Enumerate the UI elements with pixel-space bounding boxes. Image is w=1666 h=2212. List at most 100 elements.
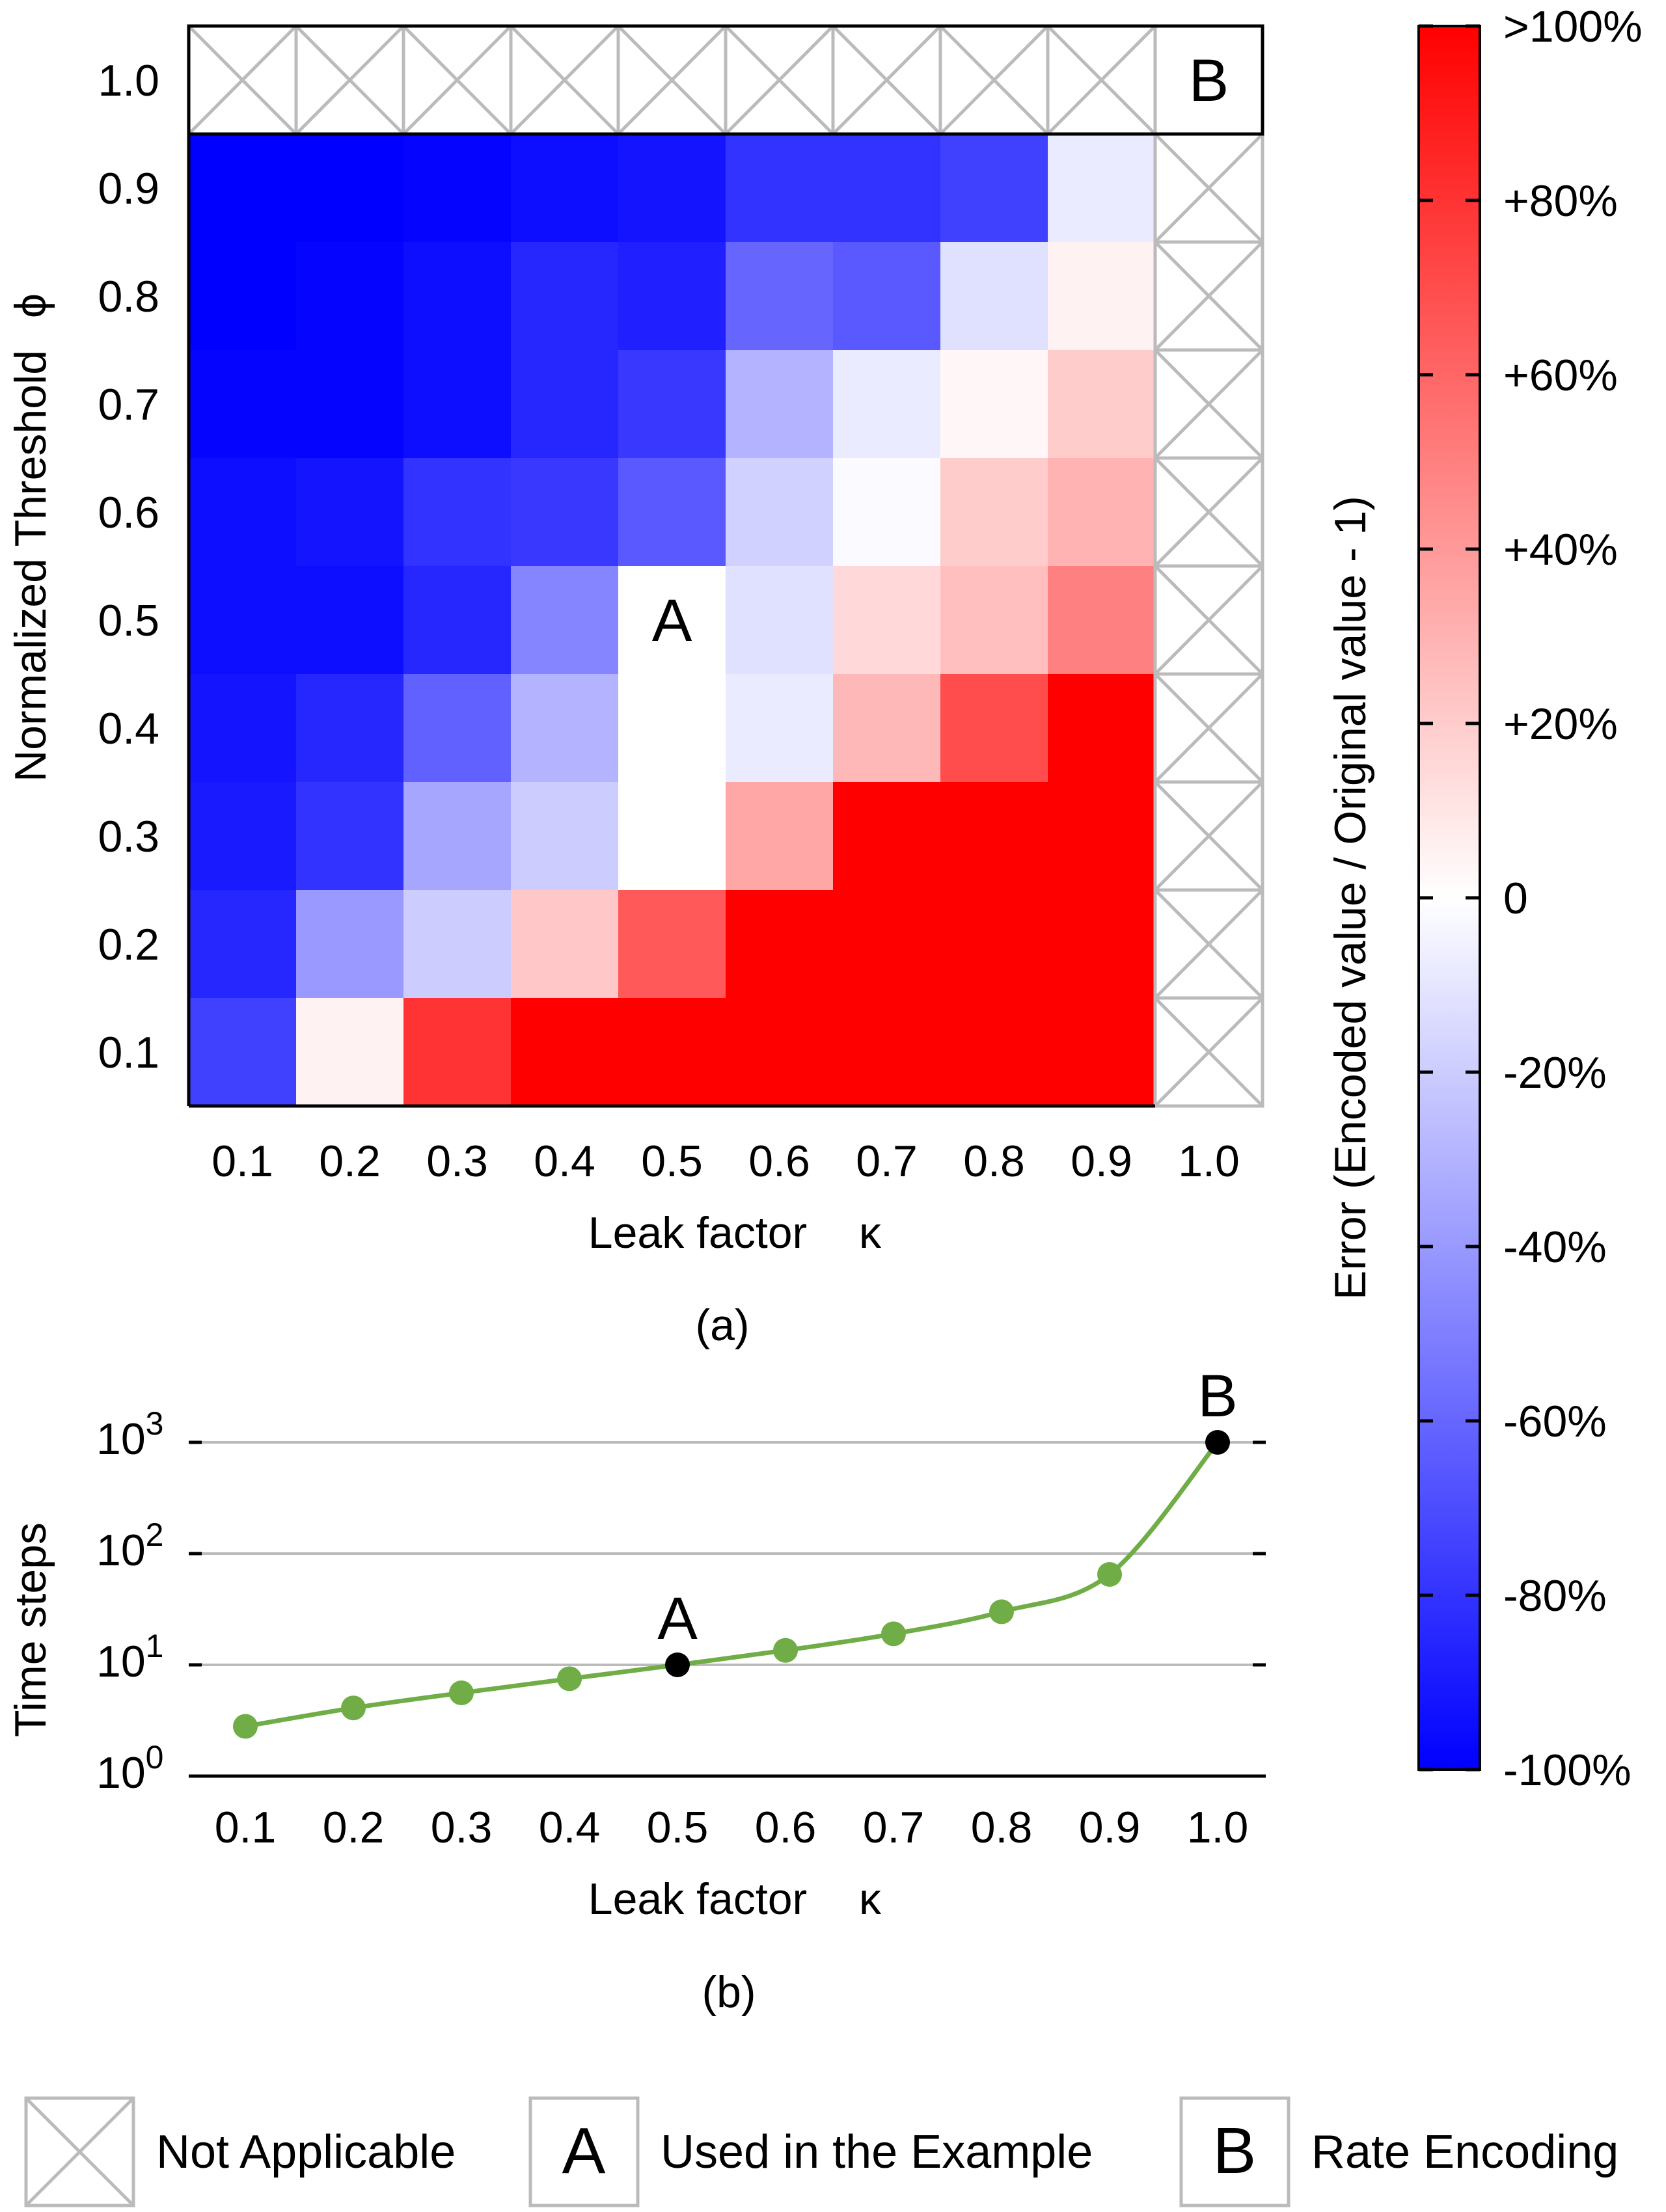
na-cross-line: [1154, 457, 1264, 567]
line-chart-x-tick: 0.6: [755, 1803, 817, 1852]
heatmap-cell: [726, 890, 834, 999]
heatmap-y-tick: 0.2: [98, 920, 159, 969]
heatmap-y-tick: 0.6: [98, 488, 159, 537]
heatmap-cell: [511, 674, 619, 783]
heatmap-x-tick: 0.2: [319, 1137, 381, 1186]
line-chart-y-tick: 103: [96, 1405, 163, 1464]
legend-b-box: [1179, 2096, 1290, 2207]
colorbar-tick-label: -100%: [1503, 1746, 1632, 1795]
heatmap-cell: [403, 350, 512, 459]
na-cross-line: [1154, 673, 1264, 783]
heatmap-cell: [726, 458, 834, 567]
line-chart-x-tick: 0.7: [863, 1803, 925, 1852]
line-chart-y-tick: 101: [96, 1628, 163, 1686]
heatmap-cell: [189, 242, 297, 351]
heatmap-cell-label-a: A: [652, 587, 692, 654]
colorbar-ticks: >100% +80% +60% +40% +20% 0 -20% -40% -60% -80% -1…: [1419, 2, 1643, 1795]
na-cross-line: [1154, 997, 1264, 1107]
heatmap-y-tick: 0.5: [98, 596, 159, 645]
line-chart-x-tick: 0.5: [647, 1803, 709, 1852]
heatmap-cell: [940, 350, 1048, 459]
heatmap-x-tick: 0.9: [1071, 1137, 1132, 1186]
heatmap-cell: [726, 674, 834, 783]
na-cross-line: [939, 25, 1049, 135]
heatmap-cell: [940, 566, 1048, 675]
line-chart-marker: [881, 1621, 906, 1647]
heatmap-x-tick: 0.4: [534, 1137, 595, 1186]
heatmap-cell: [940, 674, 1048, 783]
y-tick-base: 10: [96, 1748, 146, 1798]
line-chart-y-tick: 102: [96, 1517, 163, 1575]
line-chart-x-tick: 0.1: [215, 1803, 277, 1852]
line-chart-x-axis-label: Leak factor: [588, 1874, 807, 1924]
heatmap-caption: (a): [695, 1301, 749, 1350]
heatmap-cell: [1048, 890, 1156, 999]
heatmap-y-tick: 0.3: [98, 812, 159, 861]
heatmap-chart: BA 1.00.90.80.70.60.50.40.30.20.1 0.1 0.2…: [6, 24, 1264, 1350]
heatmap-y-tick-labels: 1.0 0.9 0.8 0.7 0.6 0.5 0.4 0.3 0.2 0.1: [98, 56, 159, 1077]
heatmap-cell: [618, 242, 726, 351]
heatmap-x-tick: 0.6: [748, 1137, 810, 1186]
heatmap-cell: [833, 566, 941, 675]
line-chart-x-tick: 0.9: [1079, 1803, 1141, 1852]
heatmap-cell: [189, 890, 297, 999]
heatmap-cell: [296, 458, 404, 567]
heatmap-x-tick-labels: 0.1 0.2 0.3 0.4 0.5 0.6 0.7 0.8 0.9 1.0: [212, 1137, 1240, 1186]
heatmap-cell: [618, 890, 726, 999]
heatmap-x-tick: 0.7: [856, 1137, 918, 1186]
legend-label-not-applicable: Not Applicable: [156, 2126, 456, 2178]
heatmap-cell: [940, 134, 1048, 243]
colorbar-tick-label: +20%: [1503, 699, 1618, 749]
heatmap-cell: [726, 782, 834, 891]
legend-item-b: B Rate Encoding: [1179, 2096, 1618, 2207]
line-chart-marker-label: A: [657, 1585, 698, 1652]
y-tick-exponent: 3: [146, 1405, 164, 1442]
heatmap-cell: [511, 134, 619, 243]
heatmap-cell: [296, 890, 404, 999]
heatmap-x-tick: 0.5: [641, 1137, 703, 1186]
legend-b-symbol: B: [1213, 2114, 1257, 2187]
heatmap-cell: [511, 242, 619, 351]
na-cross-line: [1046, 25, 1156, 135]
heatmap-cell: [618, 134, 726, 243]
line-chart-marker: [773, 1638, 798, 1663]
colorbar-tick-label: >100%: [1503, 2, 1643, 51]
heatmap-cell: [618, 998, 726, 1107]
colorbar-tick-label: 0: [1503, 874, 1528, 923]
line-chart-marker: [233, 1714, 258, 1739]
heatmap-cell: [189, 998, 297, 1107]
heatmap-x-tick: 0.1: [212, 1137, 273, 1186]
line-chart-caption: (b): [702, 1967, 756, 2017]
heatmap-cell: [403, 674, 512, 783]
heatmap-x-axis-symbol: κ: [859, 1208, 882, 1258]
heatmap-cell: [833, 134, 941, 243]
line-chart-marker: [341, 1695, 366, 1721]
heatmap-cell: [296, 350, 404, 459]
line-chart-marker: [449, 1680, 474, 1706]
heatmap-cell: [296, 566, 404, 675]
heatmap-cell: [833, 350, 941, 459]
line-chart-marker: [1097, 1561, 1122, 1587]
heatmap-y-tick: 0.9: [98, 164, 159, 213]
heatmap-cell: [296, 998, 404, 1107]
heatmap-cell: [403, 458, 512, 567]
line-chart-y-axis-label: Time steps: [6, 1522, 55, 1737]
colorbar-tick-label: +40%: [1503, 525, 1618, 574]
line-chart-marker-highlight: [1205, 1430, 1230, 1455]
legend-item-a: A Used in the Example: [528, 2096, 1093, 2207]
heatmap-cell: [1048, 242, 1156, 351]
na-cross-line: [1154, 781, 1264, 891]
y-tick-base: 10: [96, 1637, 146, 1686]
heatmap-cell: [511, 782, 619, 891]
heatmap-cell: [618, 566, 726, 674]
na-cross-line: [187, 25, 297, 135]
heatmap-cell: [940, 998, 1048, 1107]
heatmap-cell: [189, 350, 297, 459]
heatmap-cell: [403, 134, 512, 243]
heatmap-cell: [1048, 458, 1156, 567]
heatmap-cell: [833, 782, 941, 891]
heatmap-y-axis-symbol: ϕ: [6, 293, 55, 318]
line-chart-x-tick: 0.2: [323, 1803, 385, 1852]
